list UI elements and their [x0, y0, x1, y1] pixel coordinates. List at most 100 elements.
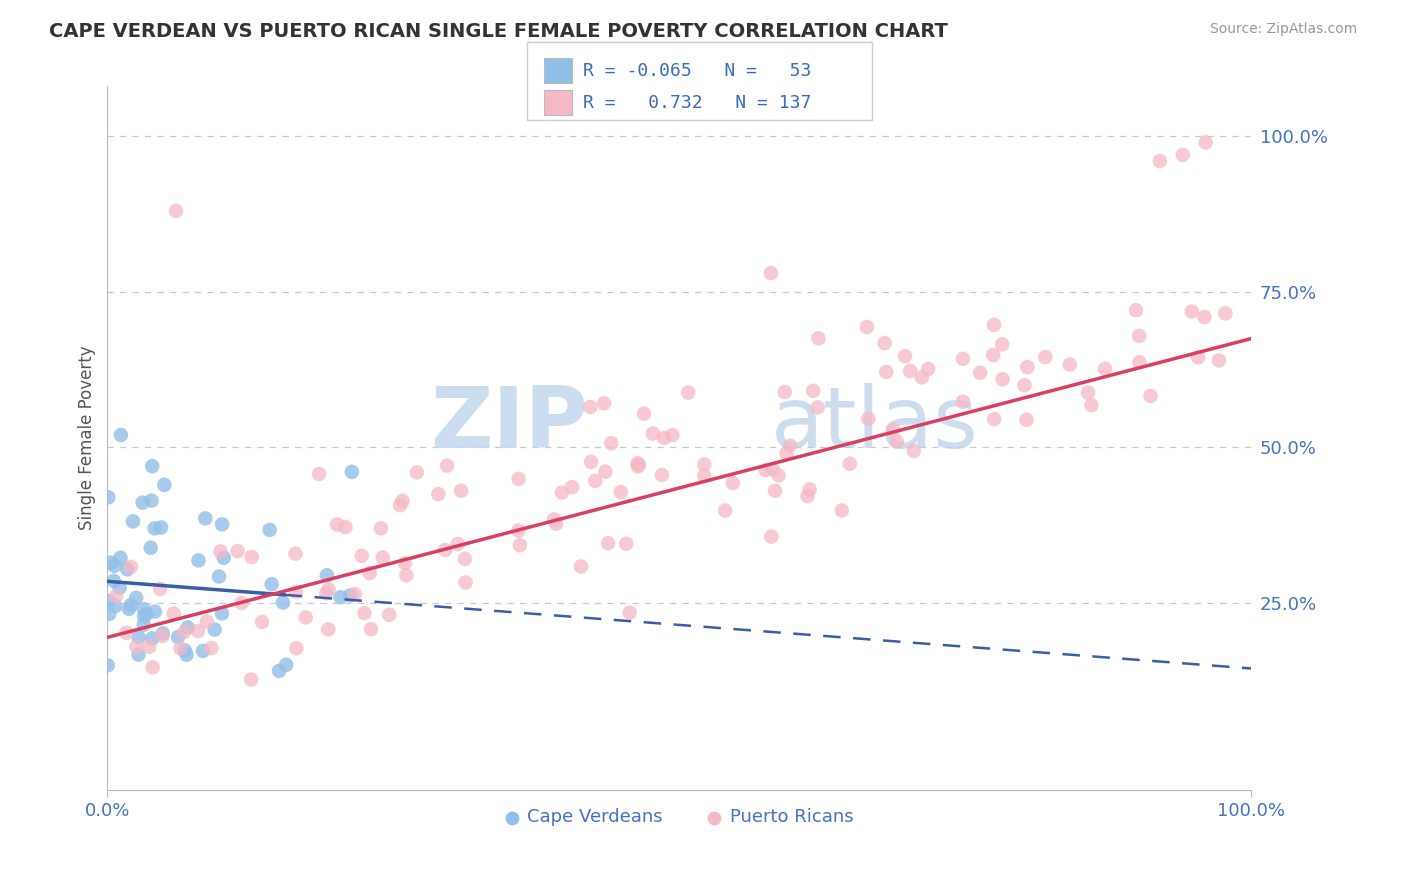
Point — [115, 626, 138, 640]
Text: atlas: atlas — [770, 383, 979, 466]
Point — [139, 541, 162, 555]
Point — [150, 520, 173, 534]
Point — [294, 610, 316, 624]
Point — [1181, 304, 1204, 318]
Point — [209, 544, 232, 558]
Point — [211, 607, 233, 621]
Point — [378, 607, 401, 622]
Point — [619, 606, 641, 620]
Point — [359, 566, 381, 580]
Point — [167, 630, 190, 644]
Point — [212, 550, 235, 565]
Point — [120, 598, 142, 612]
Point — [103, 558, 125, 573]
Point — [187, 624, 209, 638]
Point — [807, 401, 830, 415]
Point — [779, 439, 801, 453]
Point — [762, 462, 785, 476]
Point — [391, 494, 413, 508]
Point — [173, 643, 195, 657]
Point — [132, 609, 155, 624]
Point — [276, 657, 298, 672]
Point — [799, 483, 821, 497]
Point — [898, 364, 921, 378]
Point — [395, 568, 418, 582]
Point — [142, 660, 165, 674]
Point — [200, 641, 222, 656]
Point — [1194, 136, 1216, 150]
Point — [284, 547, 307, 561]
Point — [118, 602, 141, 616]
Point — [436, 458, 458, 473]
Point — [1033, 350, 1056, 364]
Point — [132, 617, 155, 632]
Point — [983, 412, 1005, 426]
Point — [405, 466, 427, 480]
Point — [1059, 358, 1081, 372]
Point — [194, 511, 217, 525]
Point — [149, 582, 172, 596]
Point — [856, 320, 879, 334]
Point — [226, 544, 249, 558]
Point — [952, 394, 974, 409]
Point — [600, 436, 623, 450]
Point — [240, 673, 263, 687]
Point — [104, 599, 127, 613]
Point — [97, 594, 120, 608]
Point — [389, 498, 412, 512]
Point — [614, 537, 637, 551]
Point — [120, 560, 142, 574]
Point — [981, 348, 1004, 362]
Text: R = -0.065   N =   53: R = -0.065 N = 53 — [583, 62, 811, 80]
Point — [714, 503, 737, 517]
Point — [165, 203, 187, 218]
Point — [231, 596, 253, 610]
Point — [208, 569, 231, 583]
Point — [882, 422, 904, 436]
Point — [651, 468, 673, 483]
Point — [627, 459, 650, 474]
Point — [969, 366, 991, 380]
Point — [807, 331, 830, 345]
Point — [627, 456, 650, 470]
Point — [454, 552, 477, 566]
Text: R =   0.732   N = 137: R = 0.732 N = 137 — [583, 95, 811, 112]
Point — [285, 641, 308, 656]
Point — [1187, 351, 1209, 365]
Point — [579, 400, 602, 414]
Point — [450, 483, 472, 498]
Point — [1139, 389, 1161, 403]
Point — [335, 520, 357, 534]
Point — [98, 607, 121, 621]
Point — [633, 407, 655, 421]
Point — [141, 632, 163, 646]
Point — [768, 468, 790, 483]
Point — [371, 550, 394, 565]
Point — [641, 426, 664, 441]
Point — [315, 586, 337, 600]
Point — [131, 496, 153, 510]
Point — [108, 581, 131, 595]
Point — [195, 615, 218, 629]
Point — [596, 536, 619, 550]
Point — [894, 349, 917, 363]
Point — [1194, 310, 1216, 324]
Point — [370, 521, 392, 535]
Point — [110, 428, 132, 442]
Point — [329, 590, 352, 604]
Point — [141, 493, 163, 508]
Point — [177, 620, 200, 634]
Point — [773, 385, 796, 400]
Point — [259, 523, 281, 537]
Point — [1014, 378, 1036, 392]
Point — [858, 411, 880, 425]
Y-axis label: Single Female Poverty: Single Female Poverty — [79, 346, 96, 531]
Point — [284, 584, 307, 599]
Point — [211, 517, 233, 532]
Point — [127, 630, 149, 644]
Point — [796, 489, 818, 503]
Point — [271, 595, 294, 609]
Point — [1215, 306, 1237, 320]
Point — [132, 602, 155, 616]
Point — [693, 468, 716, 483]
